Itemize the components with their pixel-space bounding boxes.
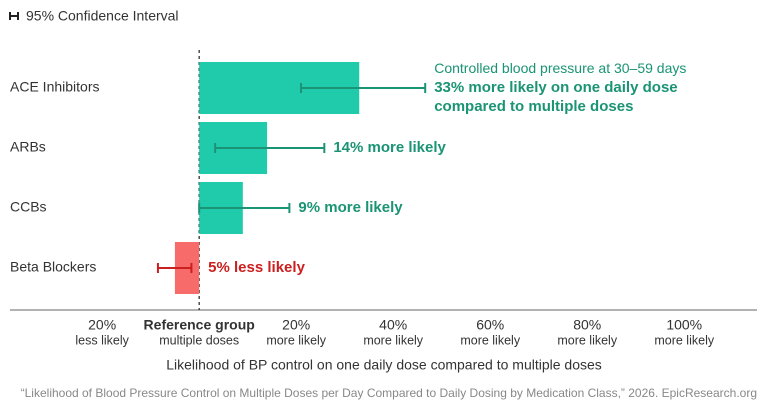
value-label: 5% less likely	[208, 259, 305, 276]
x-tick-label: 20%	[88, 317, 116, 333]
value-label: 9% more likely	[298, 199, 403, 216]
x-tick-sublabel: less likely	[75, 333, 129, 347]
x-tick-label: 20%	[282, 317, 310, 333]
value-label: 33% more likely on one daily dose compar…	[434, 79, 678, 115]
category-label: Beta Blockers	[10, 259, 96, 275]
x-tick-label: 100%	[666, 317, 702, 333]
category-label: ACE Inhibitors	[10, 79, 99, 95]
source: “Likelihood of Blood Pressure Control on…	[21, 386, 757, 400]
x-axis-label: Likelihood of BP control on one daily do…	[166, 357, 602, 373]
annotation: Controlled blood pressure at 30–59 days	[434, 60, 687, 76]
x-tick-label: 60%	[476, 317, 504, 333]
x-tick-sublabel: multiple doses	[159, 333, 239, 347]
category-label: CCBs	[10, 199, 47, 215]
category-label: ARBs	[10, 139, 46, 155]
x-tick-sublabel: more likely	[363, 333, 423, 347]
x-tick-label: 80%	[573, 317, 601, 333]
x-tick-sublabel: more likely	[266, 333, 326, 347]
legend-label: 95% Confidence Interval	[26, 8, 179, 24]
x-tick-sublabel: more likely	[557, 333, 617, 347]
x-tick-label: 40%	[379, 317, 407, 333]
x-tick-sublabel: more likely	[460, 333, 520, 347]
x-tick-sublabel: more likely	[654, 333, 714, 347]
x-tick-label: Reference group	[144, 317, 255, 333]
value-label: 14% more likely	[333, 139, 446, 156]
